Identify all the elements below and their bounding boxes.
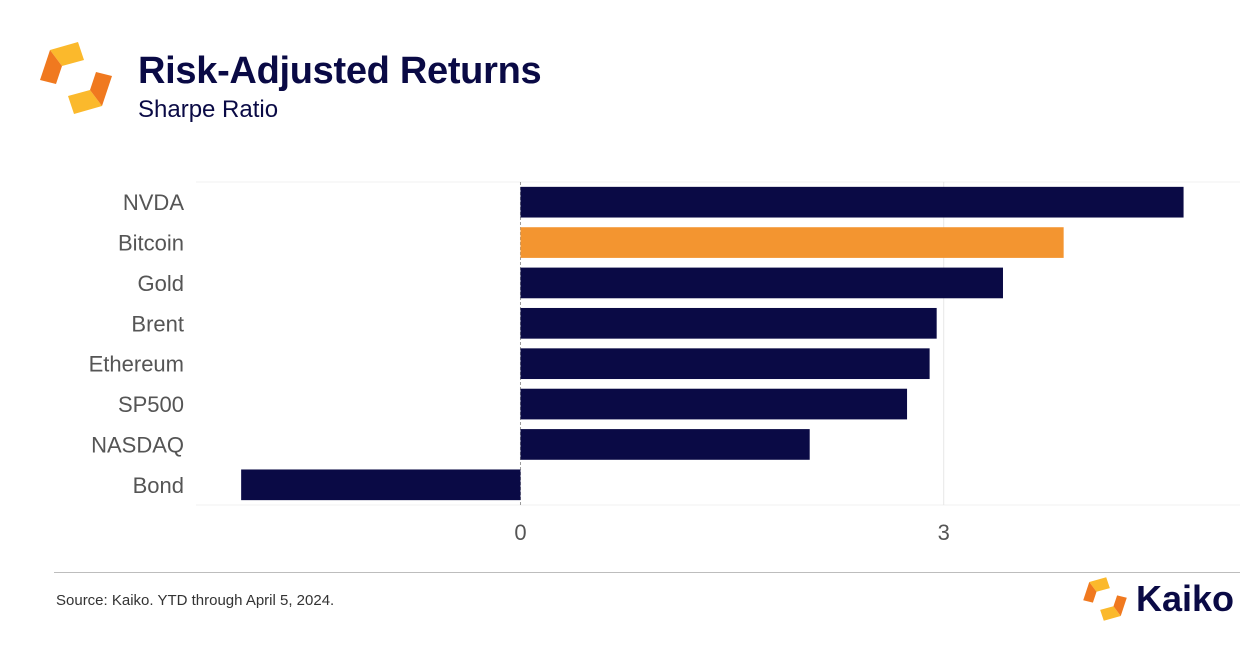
category-label: Gold xyxy=(138,271,184,296)
x-tick-label: 0 xyxy=(514,520,526,545)
source-note: Source: Kaiko. YTD through April 5, 2024… xyxy=(56,592,335,609)
sharpe-ratio-bar-chart: 0 3 NVDA Bitcoin Gold Brent Ethereum SP500 NASDA… xyxy=(89,181,1240,545)
category-label: Bond xyxy=(133,473,184,498)
category-label: NASDAQ xyxy=(91,432,184,457)
bar-nasdaq xyxy=(520,429,810,460)
bar-brent xyxy=(520,307,937,339)
bar-ethereum xyxy=(520,348,930,380)
kaiko-logo-icon xyxy=(40,42,112,114)
bar-bond xyxy=(241,469,521,501)
kaiko-brand-icon xyxy=(1083,577,1127,621)
bar-nvda xyxy=(520,186,1184,218)
bar-bitcoin xyxy=(520,227,1064,258)
page-subtitle: Sharpe Ratio xyxy=(138,96,279,123)
bar-gold xyxy=(520,267,1003,299)
footer-divider xyxy=(54,572,1240,573)
category-label: NVDA xyxy=(123,190,184,215)
page-title: Risk-Adjusted Returns xyxy=(138,50,542,92)
category-label: SP500 xyxy=(118,392,184,417)
category-label: Brent xyxy=(131,311,184,336)
brand-logo: Kaiko xyxy=(1082,574,1252,624)
brand-name: Kaiko xyxy=(1136,578,1235,619)
bar-sp500 xyxy=(520,388,908,420)
category-label: Ethereum xyxy=(89,352,184,377)
category-label: Bitcoin xyxy=(118,231,184,256)
x-tick-label: 3 xyxy=(938,520,950,545)
